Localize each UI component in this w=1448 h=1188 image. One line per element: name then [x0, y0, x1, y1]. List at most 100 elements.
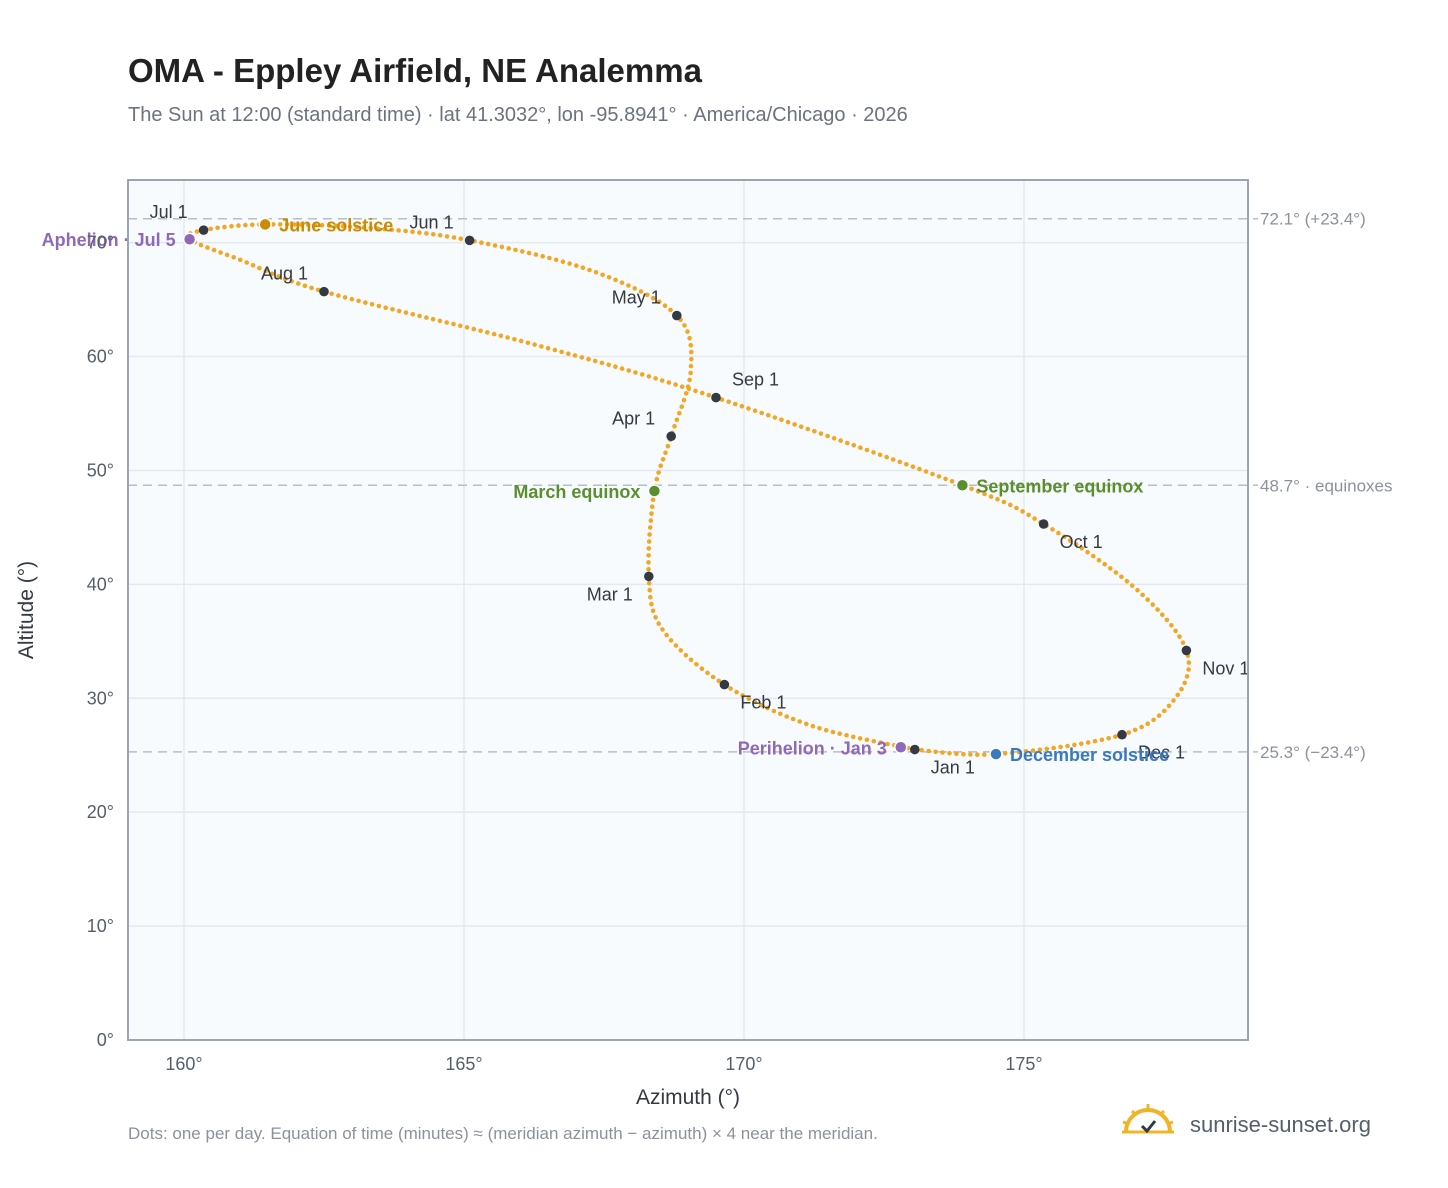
event-marker — [894, 740, 908, 755]
event-label: Perihelion · Jan 3 — [738, 738, 887, 758]
day-dot — [646, 539, 652, 544]
day-dot — [656, 299, 662, 305]
day-dot — [885, 741, 890, 747]
day-dot — [1169, 623, 1174, 628]
day-dot — [884, 454, 889, 460]
y-tick-label: 70° — [87, 233, 114, 253]
day-dot — [1096, 557, 1102, 563]
day-dot — [619, 366, 625, 371]
day-dot — [1135, 587, 1140, 593]
day-dot — [648, 518, 654, 523]
day-dot — [683, 652, 689, 658]
day-dot — [579, 355, 585, 360]
day-dot — [705, 670, 710, 676]
day-dot — [1155, 607, 1160, 612]
day-dot — [646, 374, 652, 379]
day-dot — [798, 424, 804, 430]
day-dot — [668, 307, 673, 313]
day-dot — [1186, 660, 1192, 665]
day-dot — [638, 289, 644, 294]
y-tick-label: 50° — [87, 460, 114, 480]
event-marker — [647, 484, 662, 498]
day-dot — [464, 325, 470, 330]
day-dot — [649, 511, 654, 516]
day-dot — [812, 429, 817, 434]
y-tick-label: 20° — [87, 802, 114, 822]
day-dot — [681, 397, 687, 403]
day-dot — [677, 410, 682, 416]
day-dot — [369, 302, 375, 307]
month-label: Mar 1 — [587, 584, 633, 604]
day-dot — [660, 627, 665, 632]
day-dot — [417, 313, 422, 319]
day-dot — [539, 344, 544, 349]
day-dot — [646, 546, 652, 551]
day-dot — [545, 345, 551, 351]
x-axis-label: Azimuth (°) — [636, 1086, 740, 1109]
day-dot — [376, 303, 382, 309]
event-markers: March equinox June solstice September equi… — [42, 215, 1170, 765]
day-dot — [208, 226, 213, 232]
day-dot — [396, 308, 402, 314]
event-label: Aphelion · Jul 5 — [42, 230, 176, 250]
day-dot — [613, 364, 618, 370]
day-dot — [639, 372, 645, 377]
day-dot — [215, 225, 220, 231]
day-dot — [646, 560, 651, 565]
day-dot — [479, 240, 484, 245]
day-dot — [451, 321, 456, 327]
day-dot — [533, 252, 539, 257]
day-dot — [687, 336, 692, 341]
day-dot — [658, 463, 663, 469]
day-dot — [682, 323, 687, 328]
day-dot — [1085, 549, 1090, 555]
day-dot — [968, 752, 973, 757]
day-dot — [759, 410, 764, 416]
y-tick-label: 10° — [87, 916, 114, 936]
day-dot — [1002, 751, 1008, 756]
day-dot — [726, 399, 731, 405]
brand[interactable]: sunrise-sunset.org — [1120, 1102, 1400, 1146]
day-dot — [1014, 505, 1019, 511]
day-dot — [224, 252, 230, 258]
day-dot — [1030, 748, 1036, 753]
day-dot — [785, 419, 791, 425]
day-dot — [410, 229, 415, 235]
day-dot — [831, 436, 837, 441]
event-marker — [258, 217, 272, 232]
day-dot — [451, 235, 457, 240]
day-dot — [478, 328, 483, 334]
month-label: Apr 1 — [612, 408, 655, 428]
day-dot — [1016, 749, 1022, 755]
x-tick-label: 170° — [725, 1054, 762, 1074]
day-dot — [688, 342, 694, 348]
day-dot — [1065, 743, 1070, 749]
day-dot — [396, 228, 401, 233]
day-dot — [587, 267, 592, 273]
day-dot — [291, 222, 297, 227]
day-dot — [674, 417, 680, 423]
day-dot — [1051, 745, 1056, 751]
day-dot — [689, 349, 694, 355]
day-dot — [673, 643, 679, 648]
day-dot — [659, 378, 665, 383]
day-dot — [485, 241, 491, 247]
day-dot — [673, 382, 678, 387]
day-dot — [845, 440, 850, 446]
day-dot — [940, 750, 945, 755]
day-dot — [648, 594, 653, 600]
day-dot — [1177, 634, 1182, 639]
day-dot — [444, 234, 450, 239]
day-dot — [632, 286, 637, 291]
day-dot — [823, 727, 829, 733]
day-dot — [390, 307, 395, 312]
day-dot — [403, 228, 408, 234]
day-dot — [231, 254, 236, 260]
day-dot — [257, 265, 262, 271]
day-dot — [430, 316, 436, 322]
day-dot — [1150, 602, 1155, 607]
day-dot — [693, 388, 698, 394]
day-dot — [740, 693, 745, 698]
day-dot — [663, 450, 668, 456]
month-label: Nov 1 — [1202, 658, 1249, 678]
